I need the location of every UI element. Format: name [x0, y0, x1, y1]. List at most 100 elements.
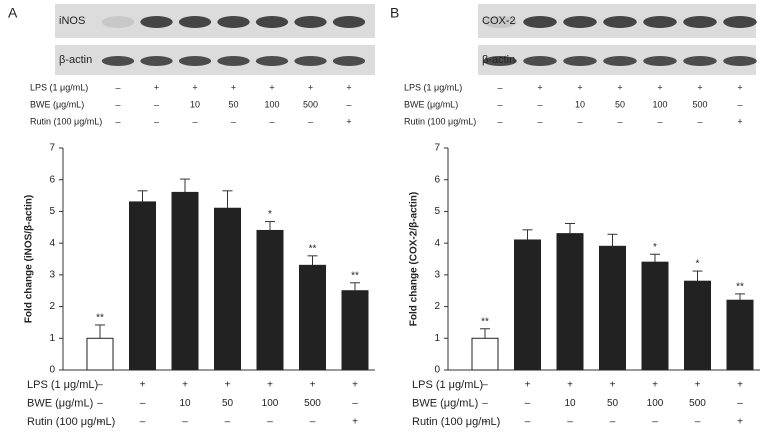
- y-tick-label: 3: [49, 269, 55, 280]
- blot-treatment-label: Rutin (100 μg/mL): [30, 116, 102, 126]
- treatment-value: +: [737, 380, 743, 391]
- blot-treatment-value: +: [737, 82, 742, 92]
- treatment-value: –: [482, 380, 488, 391]
- blot-treatment-value: –: [115, 99, 120, 109]
- blot-treatment-value: +: [657, 82, 662, 92]
- blot-treatment-label: BWE (μg/mL): [404, 99, 458, 109]
- blot-treatment-value: +: [308, 82, 313, 92]
- y-tick-label: 3: [434, 269, 440, 280]
- treatment-value: –: [610, 417, 616, 428]
- treatment-value: +: [567, 380, 573, 391]
- blot-treatment-value: 50: [228, 99, 238, 109]
- blot-band: [217, 16, 250, 28]
- blot-treatment-value: +: [231, 82, 236, 92]
- blot-treatment-value: 100: [652, 99, 667, 109]
- treatment-value: +: [610, 380, 616, 391]
- y-tick-label: 1: [434, 333, 440, 344]
- blot-band: [255, 16, 289, 28]
- blot-band: [101, 56, 135, 66]
- treatment-value: +: [225, 380, 231, 391]
- blot-band: [178, 16, 212, 28]
- treatment-value: –: [97, 417, 103, 428]
- blot-treatment-value: –: [497, 116, 502, 126]
- blot-treatment-value: +: [154, 82, 159, 92]
- blot-treatment-value: –: [497, 99, 502, 109]
- treatment-value: +: [182, 380, 188, 391]
- bar: [256, 229, 284, 371]
- blot-treatment-value: –: [115, 116, 120, 126]
- treatment-label: Rutin (100 μg/mL): [412, 416, 500, 428]
- treatment-value: –: [310, 417, 316, 428]
- treatment-value: –: [652, 417, 658, 428]
- significance-label: **: [351, 270, 359, 281]
- bar: [726, 299, 754, 371]
- blot-treatment-value: +: [617, 82, 622, 92]
- blot-treatment-value: 10: [575, 99, 585, 109]
- blot-band: [563, 56, 597, 66]
- blot-band: [294, 56, 327, 66]
- blot-treatment-value: –: [537, 116, 542, 126]
- blot-treatment-value: –: [617, 116, 622, 126]
- blot-band: [140, 16, 173, 28]
- blot-treatment-value: +: [577, 82, 582, 92]
- blot-treatment-label: BWE (μg/mL): [30, 99, 84, 109]
- bar: [556, 233, 584, 371]
- blot-band: [603, 16, 637, 28]
- blot-treatment-value: +: [269, 82, 274, 92]
- blot-band: [483, 16, 517, 28]
- bar: [214, 207, 241, 371]
- y-tick-label: 2: [49, 301, 55, 312]
- bar: [684, 280, 711, 371]
- blot-label: COX-2: [482, 15, 516, 27]
- blot-treatment-value: 500: [303, 99, 318, 109]
- blot-band: [483, 56, 517, 66]
- treatment-value: +: [352, 380, 358, 391]
- treatment-value: –: [225, 417, 231, 428]
- panel-label: A: [8, 5, 18, 21]
- blot-band: [101, 16, 135, 28]
- treatment-value: –: [525, 398, 531, 409]
- blot-band: [294, 16, 327, 28]
- panel-label: B: [390, 5, 399, 21]
- blot-treatment-value: –: [697, 116, 702, 126]
- treatment-value: –: [695, 417, 701, 428]
- treatment-value: –: [567, 417, 573, 428]
- significance-label: **: [481, 316, 489, 327]
- y-tick-label: 1: [49, 333, 55, 344]
- treatment-value: +: [525, 380, 531, 391]
- blot-treatment-value: –: [154, 99, 159, 109]
- treatment-value: 100: [262, 398, 279, 409]
- blot-treatment-value: +: [346, 82, 351, 92]
- blot-treatment-value: –: [192, 116, 197, 126]
- treatment-label: BWE (μg/mL): [27, 397, 93, 409]
- significance-label: **: [96, 313, 104, 324]
- treatment-value: –: [482, 417, 488, 428]
- significance-label: *: [696, 259, 700, 270]
- blot-treatment-value: –: [737, 99, 742, 109]
- significance-label: **: [309, 243, 317, 254]
- blot-band: [255, 56, 289, 66]
- y-tick-label: 5: [49, 206, 55, 217]
- y-tick-label: 6: [434, 174, 440, 185]
- treatment-value: +: [737, 417, 743, 428]
- treatment-value: –: [140, 417, 146, 428]
- treatment-value: –: [482, 398, 488, 409]
- bar: [341, 290, 369, 371]
- blot-band: [603, 56, 637, 66]
- treatment-value: 10: [564, 398, 576, 409]
- blot-treatment-value: –: [577, 116, 582, 126]
- treatment-label: Rutin (100 μg/mL): [27, 416, 115, 428]
- blot-treatment-value: +: [697, 82, 702, 92]
- blot-treatment-value: –: [231, 116, 236, 126]
- y-tick-label: 4: [434, 238, 440, 249]
- blot-treatment-value: –: [346, 99, 351, 109]
- y-tick-label: 4: [49, 238, 55, 249]
- blot-band: [723, 56, 757, 66]
- blot-treatment-value: +: [537, 82, 542, 92]
- blot-treatment-value: –: [308, 116, 313, 126]
- treatment-value: –: [140, 398, 146, 409]
- treatment-value: 10: [179, 398, 191, 409]
- blot-treatment-value: –: [497, 82, 502, 92]
- blot-treatment-value: +: [737, 116, 742, 126]
- y-tick-label: 7: [49, 143, 55, 154]
